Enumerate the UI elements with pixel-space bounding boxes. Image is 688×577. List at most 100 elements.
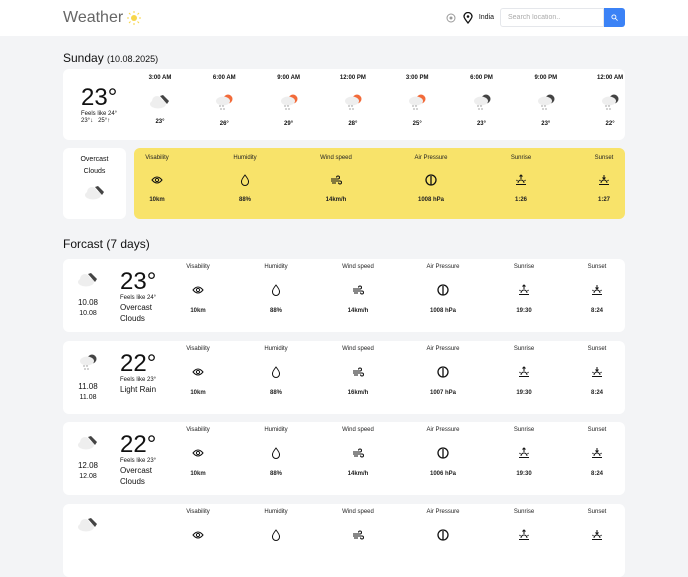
weather-icon — [78, 273, 97, 287]
drop-icon — [271, 284, 281, 296]
forecast-detail: Sunrise 19:30 — [489, 346, 559, 396]
forecast-date-secondary: 10.08 — [79, 310, 97, 317]
detail-label: Air Pressure — [414, 155, 448, 161]
detail-value: 88% — [269, 389, 282, 396]
wind-icon — [331, 175, 342, 185]
forecast-detail: Sunrise — [489, 509, 559, 553]
overcast-icon — [150, 95, 169, 109]
drop-icon — [240, 174, 250, 186]
current-temp-block: 23° Feels like 24° 23°↓ 25°↑ — [81, 85, 117, 125]
feels-like: Feels like 23° — [120, 458, 157, 464]
search-input[interactable] — [500, 8, 604, 27]
detail-value: 8:24 — [590, 389, 603, 396]
forecast-detail: Sunset 8:24 — [562, 346, 625, 396]
forecast-detail: Sunset 8:24 — [562, 264, 625, 314]
detail-label: Humidity — [264, 345, 288, 352]
weather-icon — [78, 517, 97, 531]
forecast-detail: Visability 10km — [163, 427, 233, 477]
detail-label: Sunrise — [510, 155, 532, 161]
wind-icon — [353, 530, 364, 539]
hour-time: 9:00 AM — [277, 75, 300, 81]
wind-icon — [353, 448, 364, 458]
locate-me-icon[interactable] — [445, 12, 457, 24]
sunset-icon — [592, 448, 602, 458]
forecast-detail: Humidity 88% — [241, 427, 311, 477]
forecast-detail: Air Pressure 1006 hPa — [408, 427, 478, 477]
feels-like: Feels like 23° — [120, 376, 157, 383]
detail-wind: Wind speed 14km/h — [301, 155, 371, 203]
hourly-item: 6:00 PM 23° — [457, 75, 507, 127]
detail-label: Visability — [145, 155, 169, 161]
detail-value: 88% — [238, 197, 251, 203]
location-label: India — [478, 14, 494, 21]
detail-value: 1:27 — [597, 197, 610, 203]
detail-value: 14km/h — [347, 471, 369, 477]
sunrise-icon — [519, 365, 529, 377]
sunrise-icon — [519, 447, 529, 458]
forecast-date-secondary: 11.08 — [79, 393, 97, 401]
detail-label: Wind speed — [342, 264, 374, 270]
forecast-detail: Visability — [163, 509, 233, 553]
wind-icon — [353, 367, 364, 376]
weather-icon — [80, 354, 97, 370]
hour-time: 9:00 PM — [534, 75, 558, 81]
hourly-item: 9:00 PM 23° — [521, 75, 571, 127]
search-button[interactable] — [604, 8, 625, 27]
forecast-description: Overcast Clouds — [120, 303, 153, 323]
detail-value: 10km — [190, 471, 206, 477]
header: Weather India — [0, 0, 688, 36]
wind-icon — [353, 285, 364, 295]
hour-temp: 25° — [412, 121, 422, 127]
detail-label: Visability — [186, 427, 210, 433]
eye-icon — [192, 449, 204, 457]
eye-icon — [192, 286, 204, 294]
weather-description: Overcast Clouds — [80, 156, 109, 175]
description-card: Overcast Clouds — [63, 148, 126, 219]
forecast-description: Light Rain — [120, 384, 157, 394]
detail-label: Sunset — [587, 264, 607, 270]
detail-label: Wind speed — [342, 345, 374, 352]
forecast-detail: Wind speed 16km/h — [323, 346, 393, 396]
gauge-icon — [437, 365, 449, 378]
forecast-day-card: Visability Humidity Wind speed Air Pressure… — [63, 503, 625, 577]
forecast-detail: Visability 10km — [163, 346, 233, 396]
detail-label: Humidity — [264, 264, 288, 270]
forecast-detail: Air Pressure — [408, 509, 478, 553]
sun-rain-icon — [280, 94, 298, 110]
detail-value: 19:30 — [516, 389, 532, 396]
forecast-date: 12.08 — [77, 461, 99, 470]
detail-value: 8:24 — [590, 471, 603, 477]
gauge-icon — [425, 174, 437, 186]
detail-value: 19:30 — [516, 308, 532, 314]
eye-icon — [192, 368, 204, 375]
detail-label: Air Pressure — [426, 427, 460, 433]
sunrise-icon — [519, 284, 529, 295]
current-temp: 23° — [81, 84, 118, 111]
hour-time: 6:00 AM — [212, 75, 236, 81]
detail-label: Air Pressure — [426, 345, 460, 352]
sunrise-icon — [516, 174, 526, 185]
hourly-item: 3:00 PM 25° — [392, 75, 442, 127]
hourly-item: 3:00 AM 23° — [135, 75, 185, 125]
detail-label: Wind speed — [320, 155, 352, 161]
hour-time: 3:00 PM — [405, 75, 429, 81]
detail-value: 1006 hPa — [429, 471, 457, 477]
detail-value: 10km — [190, 389, 206, 396]
hour-time: 12:00 PM — [339, 75, 366, 81]
forecast-day-card: 10.08 10.08 23° Feels like 24° Overcast Clo… — [63, 259, 625, 332]
detail-value: 88% — [269, 471, 282, 477]
today-heading: Sunday (10.08.2025) — [63, 51, 159, 65]
sun-icon — [127, 11, 142, 25]
overcast-icon — [84, 186, 104, 200]
forecast-detail: Sunrise 19:30 — [489, 427, 559, 477]
hour-temp: 28° — [348, 121, 358, 127]
forecast-detail: Air Pressure 1008 hPa — [408, 264, 478, 314]
forecast-detail: Humidity 88% — [241, 264, 311, 314]
logo: Weather — [63, 9, 142, 27]
forecast-date: 10.08 — [77, 298, 99, 307]
detail-value: 14km/h — [325, 197, 347, 203]
detail-label: Sunset — [587, 427, 607, 433]
detail-value: 1008 hPa — [417, 197, 445, 203]
forecast-detail: Wind speed 14km/h — [323, 427, 393, 477]
eye-icon — [192, 531, 204, 538]
